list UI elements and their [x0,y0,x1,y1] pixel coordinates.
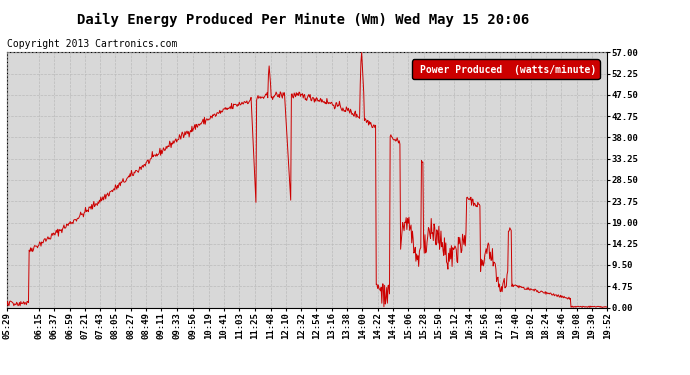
Text: Copyright 2013 Cartronics.com: Copyright 2013 Cartronics.com [7,39,177,50]
Text: Daily Energy Produced Per Minute (Wm) Wed May 15 20:06: Daily Energy Produced Per Minute (Wm) We… [77,13,530,27]
Legend: Power Produced  (watts/minute): Power Produced (watts/minute) [411,60,600,80]
